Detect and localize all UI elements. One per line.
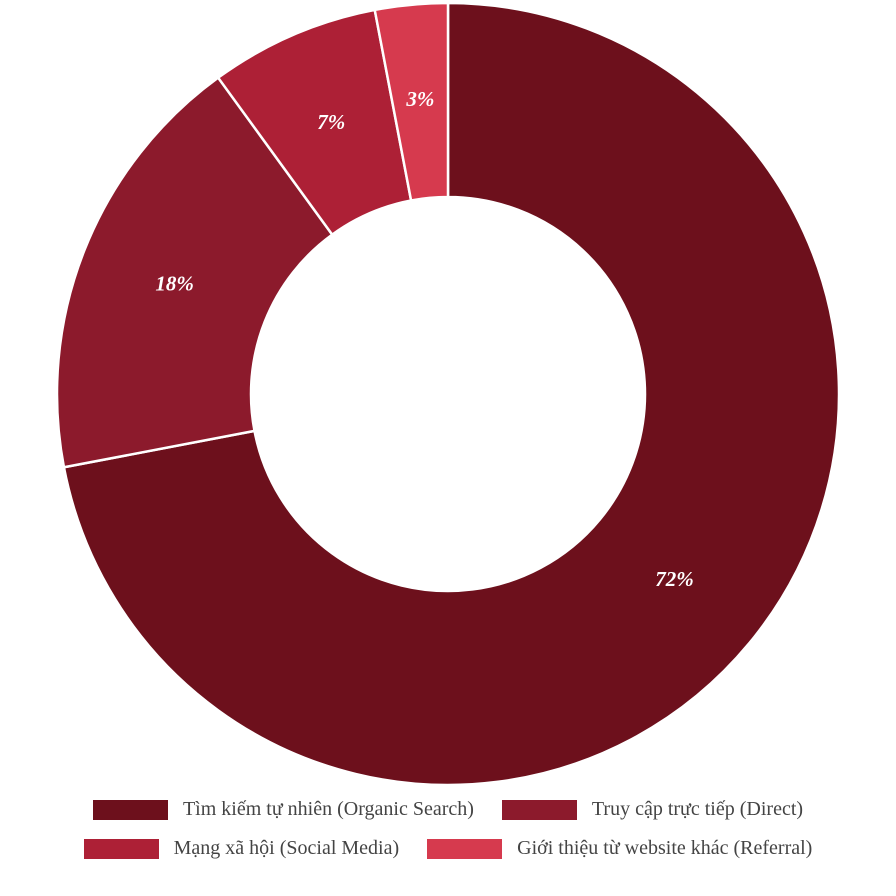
- slice: [373, 1, 450, 202]
- legend-swatch: [427, 838, 503, 859]
- legend-label: Tìm kiếm tự nhiên (Organic Search): [182, 798, 474, 820]
- legend-item: Tìm kiếm tự nhiên (Organic Search): [92, 798, 474, 821]
- legend-swatch: [83, 838, 159, 859]
- legend: Tìm kiếm tự nhiên (Organic Search) Truy c…: [20, 798, 876, 860]
- legend-label: Giới thiệu từ website khác (Referral): [517, 837, 813, 859]
- data-label: 72%: [655, 567, 694, 591]
- legend-swatch: [92, 799, 168, 820]
- data-label: 18%: [155, 272, 194, 296]
- legend-item: Giới thiệu từ website khác (Referral): [427, 837, 812, 860]
- slice: [62, 1, 841, 787]
- legend-swatch: [501, 799, 577, 820]
- legend-item: Mạng xã hội (Social Media): [83, 837, 400, 860]
- legend-label: Truy cập trực tiếp (Direct): [591, 798, 804, 820]
- data-label: 7%: [317, 110, 345, 134]
- legend-item: Truy cập trực tiếp (Direct): [501, 798, 804, 821]
- data-label: 3%: [405, 87, 434, 111]
- legend-label: Mạng xã hội (Social Media): [173, 837, 400, 859]
- slice: [55, 75, 334, 469]
- chart: 72% 18% 7% 3%: [55, 1, 841, 787]
